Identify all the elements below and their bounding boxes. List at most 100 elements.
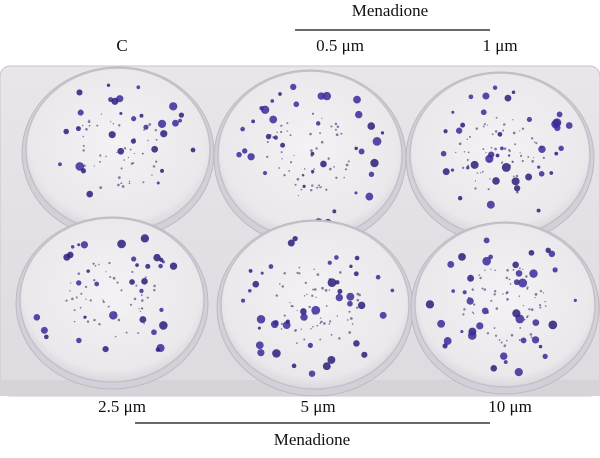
colony	[442, 168, 450, 176]
speck	[133, 281, 135, 283]
speck	[298, 266, 301, 269]
colony	[354, 191, 358, 195]
speck	[509, 150, 511, 153]
colony	[537, 165, 541, 169]
speck	[311, 294, 314, 298]
speck	[278, 167, 281, 169]
colony	[139, 113, 144, 118]
speck	[517, 178, 519, 180]
colony	[158, 263, 163, 269]
colony	[190, 147, 196, 153]
speck	[84, 285, 88, 288]
speck	[490, 146, 493, 149]
speck	[82, 149, 85, 152]
speck	[316, 324, 319, 327]
speck	[289, 301, 291, 304]
speck	[323, 322, 326, 325]
speck	[523, 318, 526, 321]
speck	[82, 135, 85, 138]
speck	[112, 276, 116, 280]
speck	[535, 142, 538, 145]
speck	[515, 174, 519, 178]
speck	[304, 318, 307, 321]
colony	[365, 192, 374, 201]
speck	[485, 151, 487, 154]
colony	[455, 127, 463, 134]
colony	[532, 319, 540, 327]
speck	[281, 285, 285, 288]
speck	[529, 333, 533, 336]
colony	[178, 118, 182, 123]
speck	[270, 134, 272, 136]
colony	[554, 151, 559, 156]
speck	[486, 311, 490, 314]
speck	[481, 170, 484, 173]
colony	[515, 270, 523, 277]
colony	[293, 101, 300, 108]
colony	[160, 168, 165, 173]
colony	[80, 241, 89, 249]
colony	[538, 344, 543, 349]
speck	[330, 333, 333, 336]
colony	[169, 262, 178, 270]
speck	[79, 306, 82, 309]
well-label: 0.5 μm	[316, 36, 364, 55]
speck	[325, 305, 328, 307]
speck	[336, 315, 338, 317]
speck	[328, 289, 331, 291]
speck	[102, 299, 104, 302]
colony	[548, 250, 556, 258]
speck	[356, 292, 360, 296]
colony	[451, 289, 456, 293]
speck	[330, 125, 333, 128]
speck	[343, 176, 346, 179]
speck	[539, 289, 543, 293]
speck	[69, 290, 71, 292]
speck	[85, 298, 87, 300]
speck	[112, 122, 115, 125]
colony	[538, 171, 545, 177]
colony	[552, 267, 558, 273]
speck	[313, 288, 317, 291]
colony	[355, 110, 363, 119]
speck	[93, 278, 96, 282]
speck	[102, 300, 105, 304]
speck	[153, 284, 156, 288]
colony	[573, 298, 577, 302]
colony	[470, 160, 479, 169]
speck	[77, 272, 81, 275]
speck	[311, 184, 314, 187]
speck	[139, 310, 142, 312]
speck	[486, 332, 490, 335]
speck	[519, 152, 521, 154]
speck	[510, 333, 514, 337]
speck	[266, 155, 269, 159]
colony	[354, 146, 358, 151]
speck	[151, 174, 153, 176]
colony	[240, 126, 245, 132]
colony	[518, 278, 528, 288]
speck	[129, 303, 133, 306]
speck	[484, 269, 486, 272]
speck	[87, 120, 91, 124]
speck	[494, 334, 498, 337]
speck	[540, 145, 543, 149]
speck	[311, 112, 315, 115]
colony	[556, 111, 563, 118]
speck	[337, 292, 341, 296]
colony	[440, 150, 447, 157]
speck	[311, 172, 313, 175]
speck	[519, 130, 521, 132]
colony	[76, 280, 82, 286]
speck	[335, 176, 338, 179]
colony	[33, 314, 41, 321]
speck	[528, 308, 531, 311]
wells	[15, 66, 600, 397]
colony	[482, 256, 491, 266]
speck	[304, 281, 307, 285]
speck	[297, 194, 300, 197]
colony	[499, 352, 508, 360]
speck	[283, 174, 286, 177]
speck	[512, 131, 516, 135]
